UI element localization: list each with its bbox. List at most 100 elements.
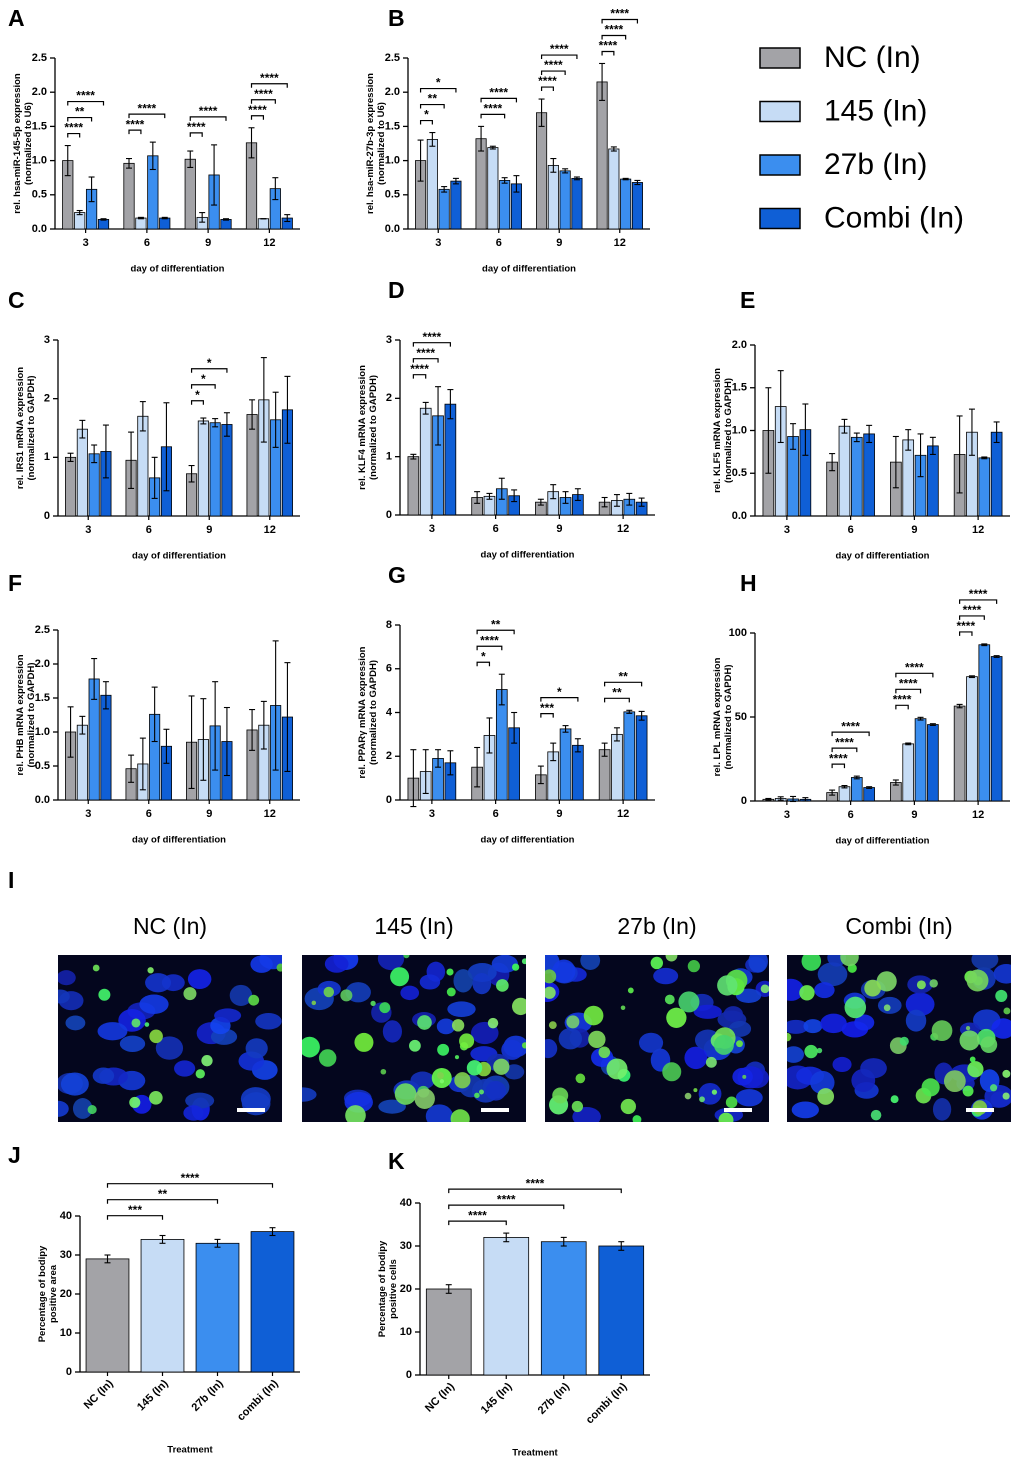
lipid-droplet <box>736 1040 743 1048</box>
bar <box>76 724 88 801</box>
y-axis-label-line: (normalized to U6) <box>376 102 387 185</box>
error-bar <box>163 402 170 492</box>
error-bar <box>513 175 520 193</box>
error-bar <box>537 498 544 506</box>
x-axis-label: day of differentiation <box>132 835 226 846</box>
panel-letter: D <box>388 277 405 303</box>
x-tick-label: 145 (In) <box>135 1377 171 1413</box>
significance-bracket <box>419 103 445 109</box>
nucleus <box>932 1098 952 1121</box>
significance-label: ** <box>491 617 501 631</box>
lipid-droplet <box>450 1109 470 1122</box>
nucleus <box>324 955 349 973</box>
lipid-droplet <box>943 1070 966 1093</box>
x-tick-label: 9 <box>206 524 212 536</box>
y-axis-label: rel. LPL mRNA expression(normalized to G… <box>712 657 734 776</box>
error-bar <box>102 424 109 479</box>
error-bar <box>486 717 493 754</box>
bar <box>425 1288 472 1376</box>
error-bar <box>550 484 557 500</box>
lipid-droplet <box>446 987 456 997</box>
y-tick-label: 3 <box>44 334 50 346</box>
panel-letter: H <box>740 570 757 596</box>
significance-label: **** <box>905 661 924 675</box>
nucleus <box>436 1018 456 1035</box>
scale-bar <box>966 1108 994 1112</box>
nucleus <box>810 1070 835 1095</box>
bar <box>635 715 648 801</box>
y-axis-label-line: rel. KLF4 mRNA expression <box>357 365 368 490</box>
nucleus <box>410 1071 435 1090</box>
lipid-droplet <box>340 989 353 1002</box>
x-tick-label: NC (In) <box>82 1377 116 1411</box>
nucleus <box>971 955 999 970</box>
lipid-droplet <box>487 1017 499 1029</box>
y-tick-label: 40 <box>400 1197 412 1209</box>
bar <box>850 436 863 517</box>
nucleus <box>791 1101 819 1119</box>
lipid-droplet <box>92 964 100 972</box>
bar <box>863 433 875 517</box>
error-bar <box>474 491 481 504</box>
error-bar <box>503 1232 510 1243</box>
y-axis-label: rel. hsa-miR-27b-3p expression(normalize… <box>365 73 387 214</box>
error-bar <box>447 389 454 420</box>
lipid-droplet <box>87 1105 97 1115</box>
lipid-droplet <box>149 1029 163 1044</box>
error-bar <box>104 1254 111 1264</box>
error-bar <box>139 737 146 791</box>
bar <box>559 728 572 801</box>
error-bar <box>79 715 86 735</box>
panel-letter: J <box>8 1142 21 1168</box>
nucleus <box>735 1089 763 1107</box>
nucleus <box>580 955 601 970</box>
y-axis-label-line: rel. IRS1 mRNA expression <box>15 367 26 489</box>
lipid-droplet <box>454 1072 471 1089</box>
error-bar <box>905 742 912 746</box>
nucleus <box>255 1012 282 1030</box>
significance-bracket <box>831 763 846 769</box>
y-tick-label: 1 <box>44 451 50 463</box>
image-title: 27b (In) <box>617 913 696 939</box>
y-axis-label-line: rel. PHB mRNA expression <box>15 654 26 775</box>
lipid-droplet <box>995 989 1008 1002</box>
nucleus <box>501 1039 524 1060</box>
bar <box>76 428 88 517</box>
nucleus <box>485 1081 507 1101</box>
error-bar <box>272 640 279 771</box>
bar <box>221 424 233 517</box>
bar <box>927 445 939 517</box>
nucleus <box>97 1022 128 1041</box>
bar <box>571 177 583 230</box>
nucleus <box>991 1018 1011 1039</box>
nucleus <box>545 1038 558 1059</box>
lipid-droplet <box>921 1078 940 1097</box>
y-axis-label: Percentage of bodipypositive area <box>37 1245 59 1342</box>
significance-bracket <box>540 697 579 702</box>
lipid-droplet <box>147 967 154 974</box>
y-axis-label: rel. IRS1 mRNA expression(normalized to … <box>15 367 37 489</box>
significance-bracket <box>895 704 909 710</box>
significance-label: ** <box>75 105 85 119</box>
significance-label: **** <box>610 7 629 21</box>
lipid-droplet <box>620 1005 626 1011</box>
bar <box>540 1241 587 1376</box>
lipid-droplet <box>718 1112 734 1122</box>
nucleus <box>653 967 679 985</box>
error-bar <box>67 452 74 462</box>
panel-letter: E <box>740 287 755 313</box>
x-tick-label: 9 <box>206 808 212 820</box>
lipid-droplet <box>760 984 769 994</box>
error-bar <box>765 797 772 801</box>
significance-label: * <box>481 649 486 663</box>
significance-label: **** <box>550 42 569 56</box>
lipid-droplet <box>195 1069 205 1079</box>
y-tick-label: 0.0 <box>732 510 747 522</box>
error-bar <box>626 709 633 714</box>
lipid-droplet <box>545 969 557 984</box>
y-axis-label: rel. KLF4 mRNA expression(normalized to … <box>357 365 379 490</box>
significance-bracket <box>959 599 998 604</box>
significance-label: **** <box>899 677 918 691</box>
lipid-droplet <box>606 1058 628 1080</box>
nucleus <box>832 1056 852 1073</box>
